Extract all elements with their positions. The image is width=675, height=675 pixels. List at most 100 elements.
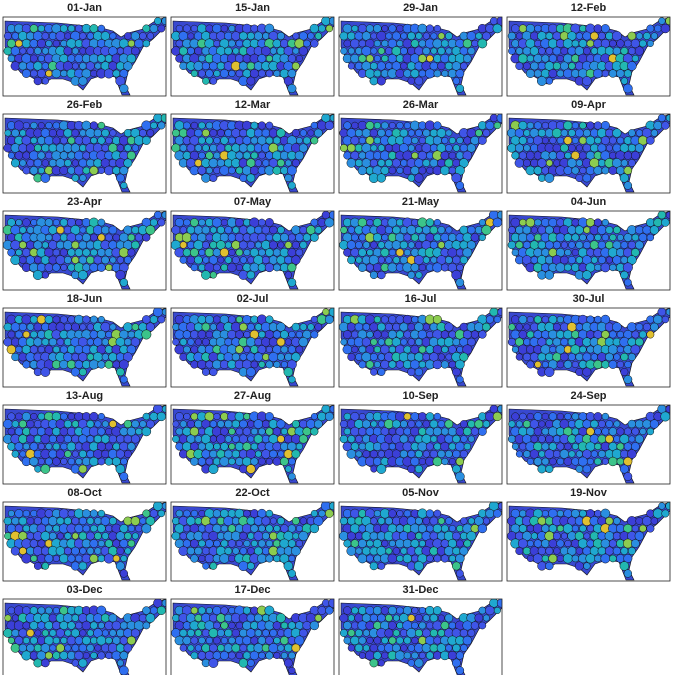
station-dot [67,621,76,630]
station-dot [205,457,214,466]
station-dot [365,456,375,467]
station-dot [369,270,378,280]
station-dot [29,39,39,48]
station-dot [302,136,311,145]
station-dot [288,651,296,660]
station-dot [575,465,584,473]
station-dot [634,46,644,56]
station-dot [97,121,106,130]
station-dot [616,360,625,369]
station-dot [440,151,450,160]
station-dot [411,606,419,615]
station-dot [30,509,38,518]
station-dot [265,539,274,548]
station-dot [343,621,352,630]
station-dot [238,143,248,153]
station-dot [52,621,61,630]
station-dot [384,628,394,638]
station-dot [277,644,285,652]
station-dot [387,606,397,615]
station-dot [534,24,542,33]
station-dot [380,248,390,257]
station-dot [493,315,502,324]
station-dot [60,69,68,78]
station-dot [232,435,240,443]
station-dot [264,412,274,421]
station-dot [418,457,427,466]
station-dot [370,47,378,55]
station-dot [350,38,360,49]
station-dot [623,278,632,287]
station-dot [292,532,300,540]
station-dot [452,643,461,653]
station-dot [238,61,248,71]
station-dot [568,241,576,249]
station-dot [354,629,363,637]
station-dot [291,240,300,250]
station-dot [115,464,126,474]
station-dot [60,636,68,645]
station-dot [470,233,480,242]
station-dot [537,352,547,362]
station-dot [654,24,662,33]
station-dot [190,69,198,78]
station-dot [284,271,293,279]
station-dot [283,76,293,86]
station-dot [71,159,79,167]
station-dot [358,39,367,48]
station-dot [209,241,218,249]
station-dot [387,217,398,228]
station-dot [277,629,285,637]
station-dot [354,159,363,167]
station-dot [217,420,225,428]
station-dot [646,218,655,227]
station-dot [172,323,180,331]
station-dot [541,121,550,130]
station-dot [145,322,155,332]
station-dot [34,465,42,473]
station-dot [571,54,580,63]
station-dot [63,128,73,138]
station-dot [235,651,243,660]
station-dot [623,181,633,190]
station-dot [395,606,404,615]
station-dot [213,263,221,272]
station-dot [460,62,468,70]
station-dot [556,69,565,78]
station-dot [522,225,532,235]
station-dot [515,450,523,458]
station-dot [6,344,17,355]
station-dot [51,68,62,79]
station-dot [620,77,629,85]
station-dot [612,226,621,234]
station-dot [402,38,413,49]
panel-title: 26-Mar [403,99,439,111]
station-dot [291,128,300,138]
station-dot [518,232,528,243]
station-dot [533,121,542,130]
station-dot [30,330,38,339]
station-dot [250,457,259,466]
station-dot [511,24,520,33]
station-dot [365,263,374,272]
station-dot [533,166,543,175]
station-dot [108,613,118,623]
station-dot [154,17,162,25]
station-dot [37,457,45,466]
station-dot [284,255,293,265]
station-dot [116,434,125,444]
station-dot [174,329,185,340]
station-dot [627,449,637,459]
station-dot [97,263,106,272]
station-dot [564,248,572,257]
station-dot [609,263,617,272]
station-dot [665,114,670,122]
station-dot [100,613,110,623]
station-dot [194,159,203,167]
station-dot [156,606,166,615]
station-dot [201,270,211,280]
station-dot [612,322,622,332]
station-dot [246,32,255,40]
station-dot [560,129,569,137]
station-dot [219,553,230,564]
